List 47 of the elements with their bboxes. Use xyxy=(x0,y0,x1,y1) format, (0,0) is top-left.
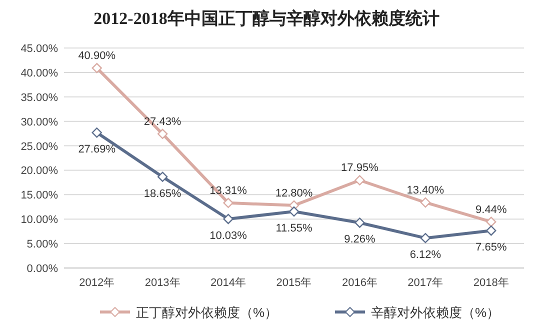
data-label: 12.80% xyxy=(275,187,313,200)
y-tick-label: 5.00% xyxy=(26,238,58,251)
data-label: 13.31% xyxy=(210,184,248,197)
x-tick-label: 2015年 xyxy=(276,277,312,289)
data-label: 27.69% xyxy=(78,144,116,156)
x-tick-label: 2017年 xyxy=(408,277,444,289)
point xyxy=(354,175,365,186)
y-tick-label: 20.00% xyxy=(20,165,58,178)
point xyxy=(92,128,102,138)
data-label: 40.90% xyxy=(78,50,116,62)
point xyxy=(92,62,102,74)
point xyxy=(420,232,431,244)
point xyxy=(288,206,300,217)
point xyxy=(354,218,365,228)
data-label: 9.26% xyxy=(344,234,376,246)
y-tick-label: 35.00% xyxy=(20,92,58,104)
y-tick-label: 40.00% xyxy=(20,67,58,80)
y-tick-label: 25.00% xyxy=(20,140,58,153)
data-label: 9.44% xyxy=(476,204,507,216)
point xyxy=(157,172,168,182)
point xyxy=(223,198,234,208)
point xyxy=(486,216,496,227)
point xyxy=(486,226,496,236)
data-label: 13.40% xyxy=(406,184,444,196)
x-tick-label: 2013年 xyxy=(144,277,180,289)
legend-label: 正丁醇对外依赖度（%） xyxy=(136,305,278,320)
y-tick-label: 10.00% xyxy=(20,214,58,226)
y-tick-label: 45.00% xyxy=(20,43,58,55)
x-tick-label: 2016年 xyxy=(342,277,378,289)
chart-title: 2012-2018年中国正丁醇与辛醇对外依赖度统计 xyxy=(94,9,440,28)
x-tick-label: 2012年 xyxy=(79,277,115,289)
y-tick-label: 0.00% xyxy=(26,263,58,275)
data-label: 6.12% xyxy=(410,249,442,262)
data-label: 7.65% xyxy=(476,242,507,254)
x-tick-label: 2014年 xyxy=(210,277,246,289)
data-label: 17.95% xyxy=(341,162,379,174)
data-label: 10.03% xyxy=(210,230,248,242)
y-tick-label: 15.00% xyxy=(20,190,58,202)
data-label: 18.65% xyxy=(144,188,182,200)
point xyxy=(157,128,168,139)
point xyxy=(420,197,431,208)
point xyxy=(223,214,234,224)
legend-label: 辛醇对外依赖度（%） xyxy=(371,305,500,320)
data-label: 27.43% xyxy=(144,116,182,128)
x-tick-label: 2018年 xyxy=(473,277,509,289)
y-tick-label: 30.00% xyxy=(20,116,58,128)
data-label: 11.55% xyxy=(276,222,312,235)
